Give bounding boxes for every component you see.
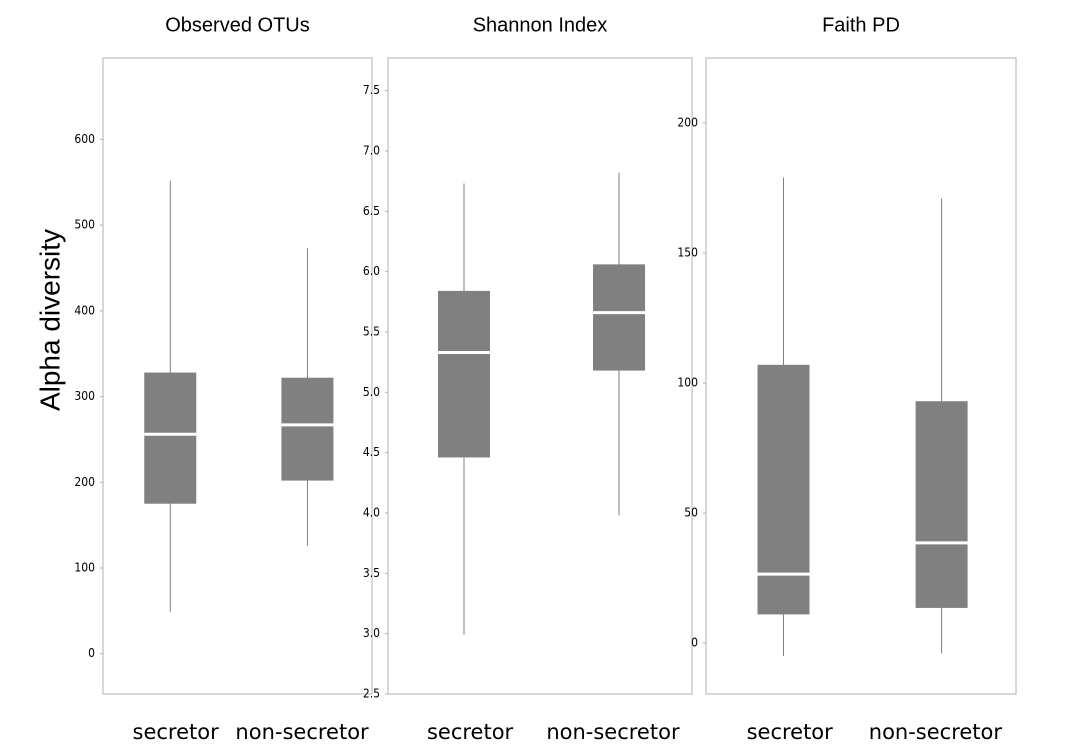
- x-tick-label: secretor: [427, 720, 514, 744]
- y-tick-label: 4.0: [363, 505, 380, 519]
- y-tick-label: 5.5: [363, 324, 380, 338]
- box: [144, 372, 197, 504]
- panel-title: Faith PD: [822, 14, 900, 36]
- y-tick-label: 400: [74, 303, 95, 317]
- y-tick-label: 200: [677, 116, 698, 130]
- box: [915, 401, 968, 608]
- panel-title: Observed OTUs: [165, 14, 309, 36]
- plot-frame: [705, 57, 1017, 695]
- box: [438, 290, 490, 458]
- y-tick-label: 6.5: [363, 204, 380, 218]
- plot-frame: [387, 57, 693, 695]
- panel-title: Shannon Index: [473, 14, 608, 36]
- y-tick-label: 5.0: [363, 385, 380, 399]
- y-tick-label: 3.0: [363, 626, 380, 640]
- y-tick-label: 150: [677, 246, 698, 260]
- x-tick-label: secretor: [133, 720, 220, 744]
- y-tick-label: 500: [74, 218, 95, 232]
- y-tick-label: 0: [88, 646, 95, 660]
- y-axis-label: Alpha diversity: [34, 229, 65, 411]
- x-tick-label: non-secretor: [235, 720, 369, 744]
- x-tick-label: secretor: [747, 720, 834, 744]
- box: [281, 377, 334, 481]
- y-tick-label: 300: [74, 389, 95, 403]
- y-tick-label: 100: [74, 561, 95, 575]
- box: [757, 364, 810, 615]
- y-tick-label: 6.0: [363, 264, 380, 278]
- y-tick-label: 50: [684, 506, 698, 520]
- y-tick-label: 0: [691, 636, 698, 650]
- x-tick-label: non-secretor: [869, 720, 1003, 744]
- y-tick-label: 7.5: [363, 83, 380, 97]
- y-tick-label: 600: [74, 132, 95, 146]
- box: [593, 264, 646, 371]
- x-tick-label: non-secretor: [546, 720, 680, 744]
- y-tick-label: 100: [677, 376, 698, 390]
- y-tick-label: 2.5: [363, 687, 380, 701]
- plot-frame: [102, 57, 373, 695]
- y-tick-label: 7.0: [363, 143, 380, 157]
- y-tick-label: 4.5: [363, 445, 380, 459]
- y-tick-label: 200: [74, 475, 95, 489]
- y-tick-label: 3.5: [363, 566, 380, 580]
